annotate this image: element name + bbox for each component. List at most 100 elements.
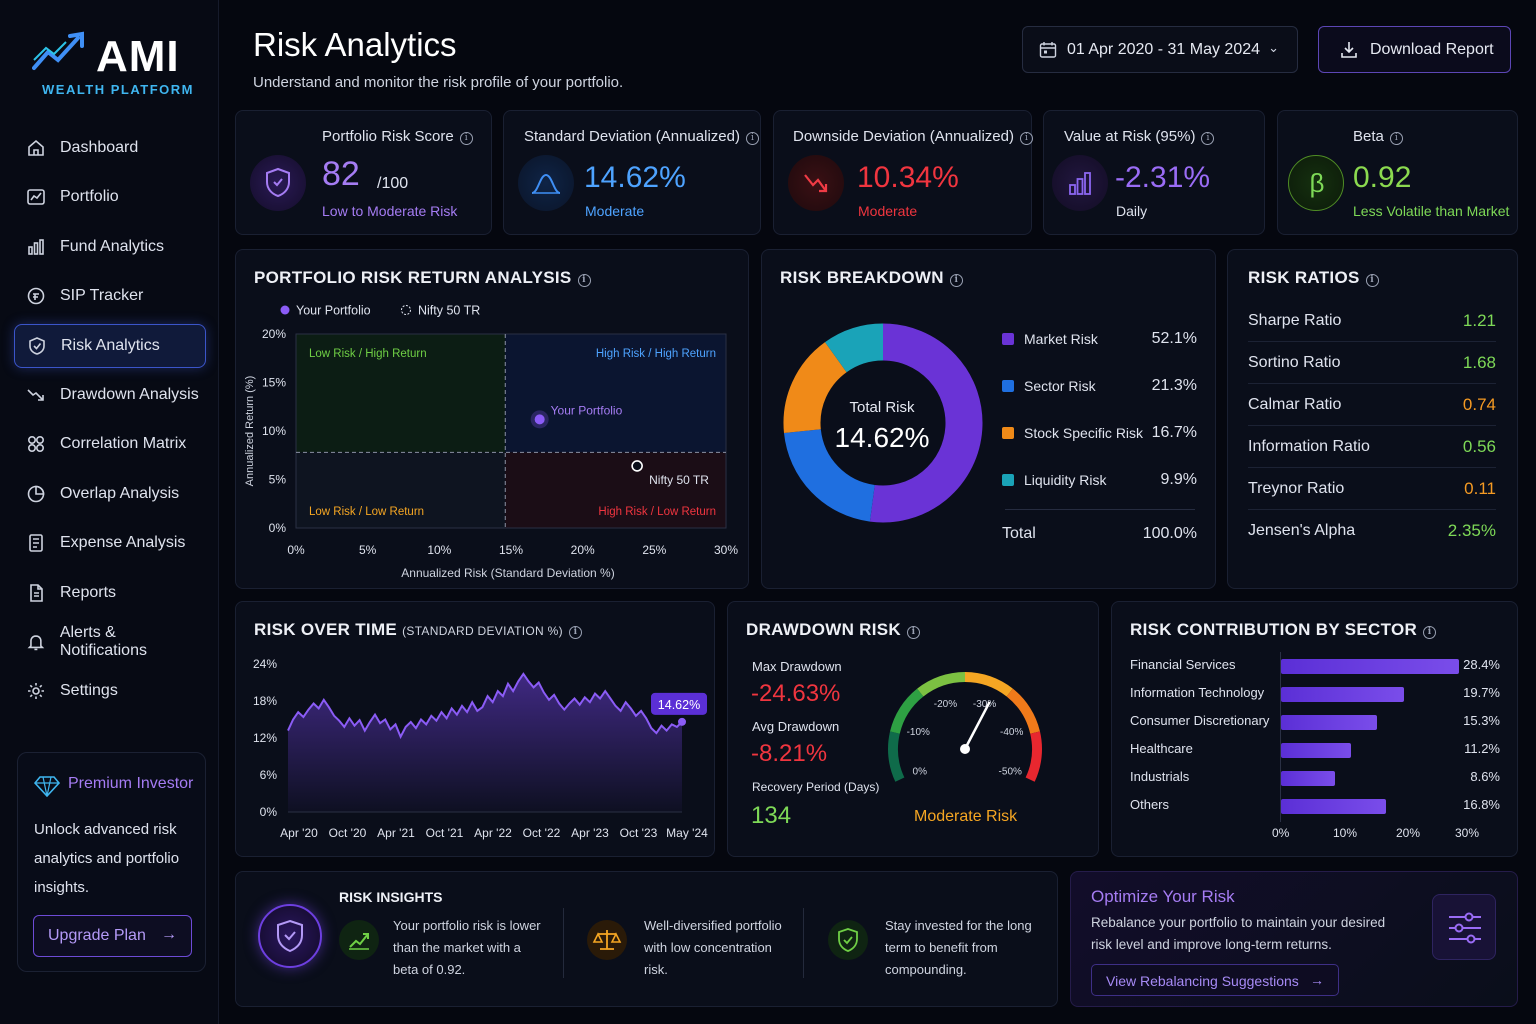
info-icon[interactable]: i: [1201, 132, 1215, 145]
legend-swatch: [1002, 474, 1014, 486]
y-tick-label: 5%: [269, 473, 287, 487]
total-value: 100.0%: [1142, 525, 1197, 542]
brand-name: AMI: [96, 32, 180, 81]
info-icon[interactable]: i: [907, 626, 920, 639]
x-tick-label: 25%: [642, 543, 666, 557]
series-line: [287, 672, 683, 740]
sector-row: Financial Services 28.4%: [1130, 657, 1500, 675]
nav-label: Alerts & Notifications: [59, 623, 147, 659]
insight-divider: [563, 908, 564, 978]
sector-axis-tick: 30%: [1455, 826, 1480, 840]
y-tick-label: 12%: [253, 731, 277, 745]
legend-marker-portfolio: [280, 305, 290, 315]
document-icon: [30, 583, 43, 602]
section-title: RISK BREAKDOWN i: [780, 268, 963, 288]
nav-item-reports[interactable]: Reports: [14, 571, 206, 615]
x-tick-label: Oct '20: [329, 826, 367, 840]
sector-row: Others 16.8%: [1130, 797, 1500, 815]
benchmark-point[interactable]: [631, 460, 643, 472]
sector-value: 11.2%: [1464, 741, 1500, 756]
sector-value: 28.4%: [1463, 657, 1500, 672]
legend-marker-benchmark: [401, 305, 411, 315]
nav-item-risk-analytics[interactable]: Risk Analytics: [14, 323, 206, 368]
legend-label: Nifty 50 TR: [418, 304, 480, 318]
y-tick-label: 10%: [262, 424, 286, 438]
growth-icon: [339, 920, 379, 960]
ratio-value: 1.68: [1462, 352, 1496, 372]
info-icon[interactable]: i: [1423, 626, 1437, 639]
donut-slice[interactable]: [783, 342, 848, 433]
recovery-period-value: 134: [751, 802, 792, 829]
current-point[interactable]: [678, 717, 686, 726]
avg-drawdown-value: -8.21%: [751, 740, 828, 767]
nav-label: Portfolio: [60, 188, 119, 206]
date-range-picker[interactable]: 01 Apr 2020 - 31 May 2024 ⌄: [1022, 26, 1298, 73]
max-drawdown-label: Max Drawdown: [752, 659, 842, 674]
optimize-text: Rebalance your portfolio to maintain you…: [1091, 915, 1386, 952]
trend-arrow-icon: [32, 31, 84, 70]
home-icon: [28, 139, 44, 156]
bell-curve-icon: [518, 155, 574, 211]
current-value-text: 14.62%: [658, 698, 700, 712]
info-icon[interactable]: i: [459, 132, 473, 145]
donut-slice[interactable]: [825, 323, 884, 373]
sidebar-nav: Dashboard Portfolio Fund Analytics SIP T…: [14, 126, 206, 719]
ratio-value: 2.35%: [1447, 521, 1496, 540]
download-report-button[interactable]: Download Report: [1318, 26, 1511, 73]
nav-item-alerts[interactable]: Alerts & Notifications: [14, 620, 206, 664]
sector-bar[interactable]: [1281, 743, 1352, 758]
sector-bar[interactable]: [1281, 771, 1335, 786]
sector-bar[interactable]: [1281, 687, 1405, 702]
sector-bar[interactable]: [1281, 659, 1459, 674]
ratio-label: Calmar Ratio: [1248, 395, 1342, 413]
y-tick-label: 6%: [260, 768, 278, 782]
kpi-label: Portfolio Risk Score i: [322, 128, 473, 145]
nav-item-fund-analytics[interactable]: Fund Analytics: [14, 225, 206, 269]
nav-label: Correlation Matrix: [60, 435, 187, 453]
date-range-value: 01 Apr 2020 - 31 May 2024: [1067, 40, 1261, 58]
x-tick-label: Apr '20: [280, 826, 318, 840]
nav-item-portfolio[interactable]: Portfolio: [14, 175, 206, 219]
info-icon[interactable]: i: [1019, 132, 1033, 145]
sliders-icon[interactable]: [1432, 894, 1496, 960]
insight-text: Your portfolio risk is lower than the ma…: [393, 918, 541, 977]
ratio-row-sortino: Sortino Ratio 1.68: [1248, 342, 1496, 384]
portfolio-point[interactable]: [534, 414, 545, 425]
info-icon[interactable]: i: [1365, 274, 1379, 287]
page-title: Risk Analytics: [253, 26, 457, 63]
nav-item-dashboard[interactable]: Dashboard: [14, 126, 206, 170]
upgrade-plan-button[interactable]: Upgrade Plan →: [33, 915, 192, 957]
sector-bar[interactable]: [1281, 799, 1387, 814]
kpi-stdev-card: Standard Deviation (Annualized) i 14.62% …: [503, 110, 761, 235]
nav-item-settings[interactable]: Settings: [14, 669, 206, 713]
drawdown-gauge: 0% -10% -20% -30% -40% -50%: [888, 672, 1042, 782]
nav-item-sip-tracker[interactable]: SIP Tracker: [14, 274, 206, 318]
donut-slice[interactable]: [869, 323, 983, 523]
x-tick-label: Oct '22: [523, 826, 561, 840]
nav-label: Drawdown Analysis: [60, 385, 199, 403]
optimize-title: Optimize Your Risk: [1091, 887, 1235, 906]
sector-bar[interactable]: [1281, 715, 1377, 730]
sector-label: Others: [1130, 797, 1170, 812]
x-tick-label: 15%: [499, 543, 523, 557]
nav-item-overlap-analysis[interactable]: Overlap Analysis: [14, 472, 206, 516]
info-icon[interactable]: i: [1389, 132, 1403, 145]
nav-item-expense-analysis[interactable]: Expense Analysis: [14, 521, 206, 565]
donut-slice[interactable]: [784, 428, 876, 522]
view-rebalancing-button[interactable]: View Rebalancing Suggestions →: [1091, 964, 1339, 996]
bar-chart-icon: [28, 238, 44, 255]
gauge-tick-label: -40%: [1000, 727, 1023, 738]
view-rebalancing-label: View Rebalancing Suggestions: [1106, 973, 1299, 989]
legend-swatch: [1002, 427, 1014, 439]
nav-item-correlation-matrix[interactable]: Correlation Matrix: [14, 422, 206, 466]
section-title: RISK CONTRIBUTION BY SECTOR i: [1130, 620, 1437, 640]
info-icon[interactable]: i: [745, 132, 759, 145]
info-icon[interactable]: i: [568, 626, 582, 639]
info-icon[interactable]: i: [949, 274, 963, 287]
kpi-value: 82: [322, 155, 360, 193]
nav-item-drawdown-analysis[interactable]: Drawdown Analysis: [14, 373, 206, 417]
download-report-label: Download Report: [1370, 40, 1494, 58]
gauge-segment: [888, 731, 905, 782]
info-icon[interactable]: i: [577, 274, 591, 287]
kpi-var-card: Value at Risk (95%) i -2.31% Daily: [1043, 110, 1265, 235]
